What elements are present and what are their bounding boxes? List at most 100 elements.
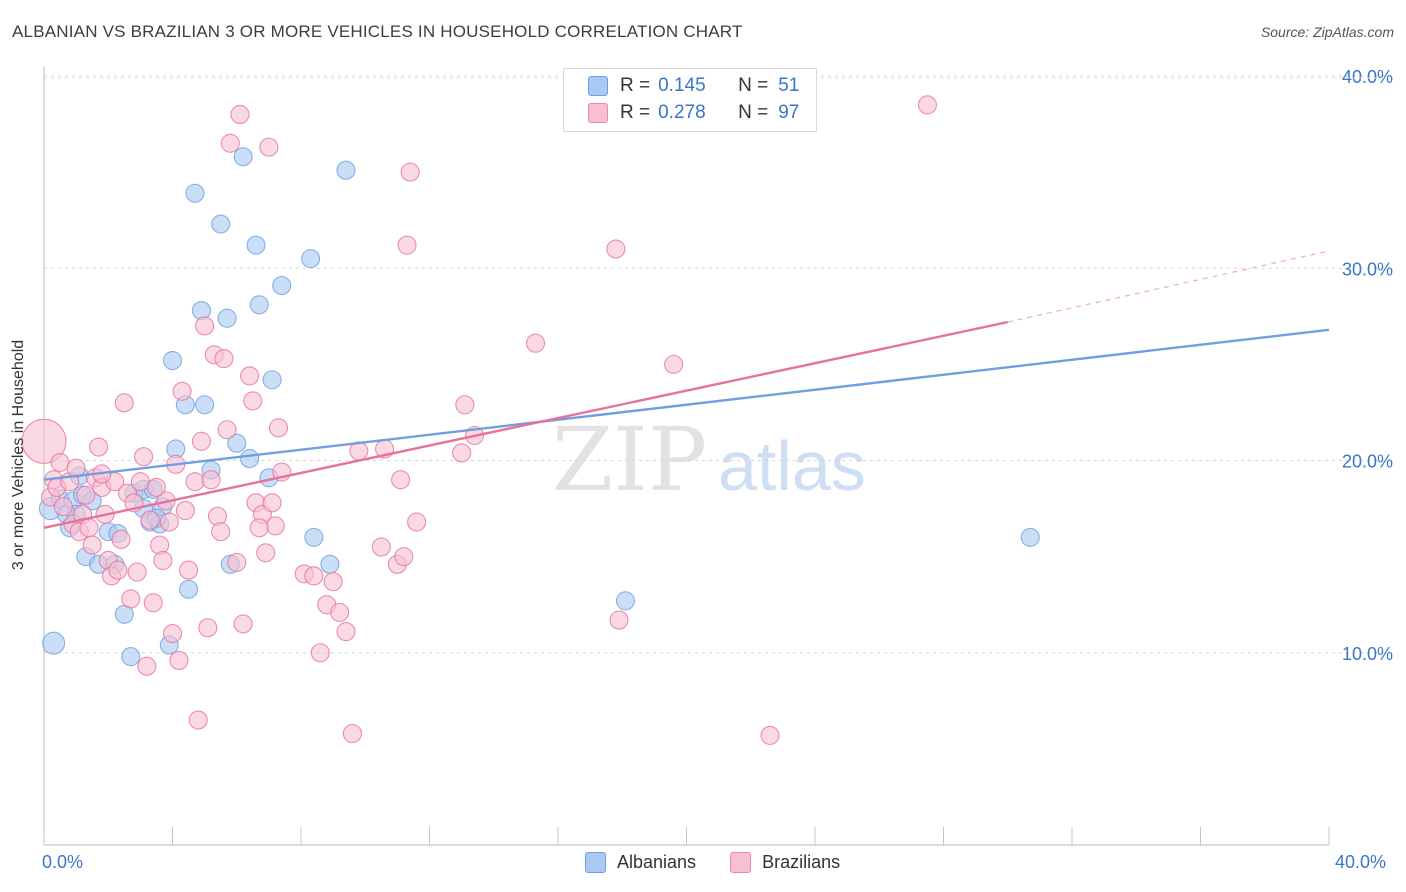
brazilians-point [185, 472, 205, 492]
brazilians-n-value: 97 [778, 102, 800, 123]
albanians-point [195, 395, 215, 415]
legend-item-brazilians[interactable]: Brazilians [730, 852, 840, 873]
brazilians-point [262, 493, 282, 513]
brazilians-point [455, 395, 475, 415]
albanians-point [162, 350, 183, 371]
albanians-point [121, 647, 141, 667]
brazilians-trend-line [43, 320, 1009, 529]
brazilians-point [336, 622, 356, 642]
brazilians-point [525, 333, 546, 353]
y-tick-label: 30.0% [1342, 259, 1393, 279]
albanians-point [272, 276, 292, 296]
brazilians-point [76, 485, 96, 505]
brazilians-r-value: 0.278 [658, 102, 706, 123]
brazilians-point [201, 470, 221, 490]
brazilians-point [606, 239, 626, 259]
brazilians-legend-label: Brazilians [762, 852, 841, 872]
brazilians-point [53, 497, 73, 517]
albanians-swatch [588, 76, 608, 96]
brazilians-point [304, 566, 324, 586]
albanians-point [185, 183, 205, 203]
brazilians-point [227, 552, 247, 572]
brazilians-point [407, 512, 427, 532]
brazilians-point [137, 656, 157, 676]
albanians-point [191, 300, 211, 321]
albanians-n-label: N = [738, 75, 769, 96]
albanians-point [262, 370, 282, 390]
albanians-legend-swatch [585, 852, 606, 873]
chart-source: Source: ZipAtlas.com [1260, 24, 1394, 40]
brazilians-n-label: N = [738, 102, 769, 123]
albanians-point [1020, 527, 1040, 547]
brazilians-point [195, 316, 215, 336]
brazilians-point [89, 437, 109, 457]
brazilians-point [233, 614, 253, 634]
brazilians-point [371, 537, 391, 557]
albanians-point [179, 579, 199, 599]
brazilians-point [265, 516, 285, 536]
brazilians-point [259, 137, 279, 157]
brazilians-point [397, 235, 417, 255]
brazilians-point [198, 618, 218, 638]
brazilians-point [175, 500, 195, 521]
brazilians-point [134, 447, 154, 467]
albanians-point [249, 295, 269, 315]
brazilians-swatch [588, 103, 608, 123]
albanians-point [301, 249, 321, 269]
x-tick-label-min: 0.0% [42, 852, 84, 872]
brazilians-point [111, 529, 131, 549]
brazilians-point [66, 458, 86, 478]
brazilians-point [917, 95, 937, 115]
albanians-r-label: R = [620, 75, 651, 96]
legend-row-albanians: R = 0.145 N = 51 [588, 75, 799, 97]
albanians-point [227, 433, 247, 453]
albanians-point [42, 631, 66, 655]
brazilians-r-label: R = [620, 102, 651, 123]
brazilians-point [79, 518, 99, 538]
brazilians-point [21, 418, 67, 464]
albanians-r-value: 0.145 [658, 75, 706, 96]
brazilians-point [150, 535, 170, 555]
brazilians-point [140, 510, 160, 530]
brazilians-point [50, 452, 70, 472]
brazilians-point [220, 133, 240, 153]
brazilians-point [130, 472, 150, 492]
chart-title: ALBANIAN VS BRAZILIAN 3 OR MORE VEHICLES… [12, 22, 743, 41]
brazilians-point [249, 518, 269, 538]
y-tick-label: 10.0% [1342, 644, 1393, 664]
albanians-point [233, 147, 253, 167]
brazilians-point [108, 560, 128, 580]
brazilians-point [114, 393, 134, 413]
y-axis-label: 3 or more Vehicles in Household [10, 339, 27, 571]
brazilians-point [256, 543, 276, 563]
brazilians-point [394, 547, 414, 567]
correlation-legend: R = 0.145 N = 51 R = 0.278 N = 97 [563, 68, 817, 132]
brazilians-point [172, 381, 192, 401]
brazilians-point [143, 593, 163, 613]
brazilians-point [146, 477, 166, 497]
albanians-n-value: 51 [778, 75, 800, 96]
legend-item-albanians[interactable]: Albanians [585, 852, 696, 873]
brazilians-point [609, 610, 629, 630]
albanians-point [246, 235, 266, 255]
brazilians-point [162, 623, 183, 644]
brazilians-point [207, 506, 228, 526]
brazilians-point [127, 562, 147, 582]
brazilians-point [153, 550, 173, 571]
brazilians-point [400, 162, 420, 182]
brazilians-point [268, 418, 289, 438]
brazilians-point [329, 602, 350, 622]
albanians-point [240, 449, 260, 469]
y-tick-label: 40.0% [1342, 67, 1393, 87]
brazilians-point [240, 366, 260, 386]
albanians-point [320, 554, 340, 574]
brazilians-point [452, 443, 472, 463]
brazilians-point [169, 650, 189, 670]
series-legend: Albanians Brazilians [585, 852, 874, 873]
brazilians-point [211, 522, 231, 542]
brazilians-point [214, 349, 234, 369]
brazilians-point [342, 723, 362, 744]
albanians-point [304, 527, 324, 547]
brazilians-point [159, 512, 179, 532]
